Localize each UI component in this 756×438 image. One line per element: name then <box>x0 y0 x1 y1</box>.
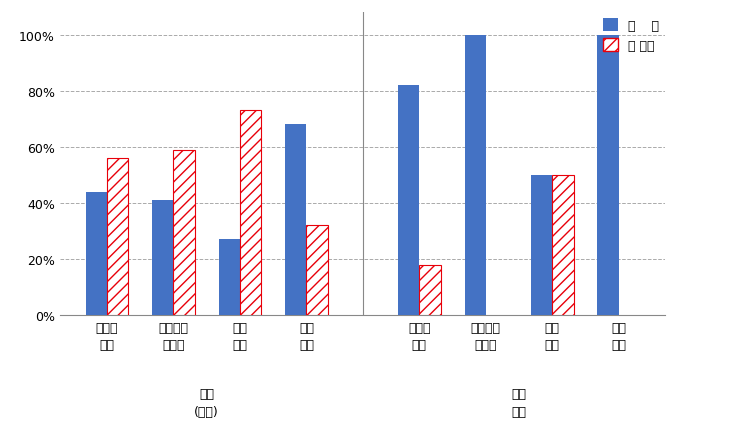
Bar <box>597 35 618 315</box>
Bar <box>107 159 129 315</box>
Bar <box>398 86 420 315</box>
Legend: 충    족, 미 충족: 충 족, 미 충족 <box>603 19 659 53</box>
Bar <box>306 226 327 315</box>
Bar <box>240 111 261 315</box>
Bar <box>420 265 441 315</box>
Bar <box>218 240 240 315</box>
Bar <box>152 201 173 315</box>
Text: 농가
법인: 농가 법인 <box>512 388 527 418</box>
Text: 농가
(개인): 농가 (개인) <box>194 388 219 418</box>
Bar <box>531 176 553 315</box>
Bar <box>465 35 486 315</box>
Bar <box>285 125 306 315</box>
Bar <box>85 192 107 315</box>
Bar <box>553 176 574 315</box>
Bar <box>173 150 195 315</box>
